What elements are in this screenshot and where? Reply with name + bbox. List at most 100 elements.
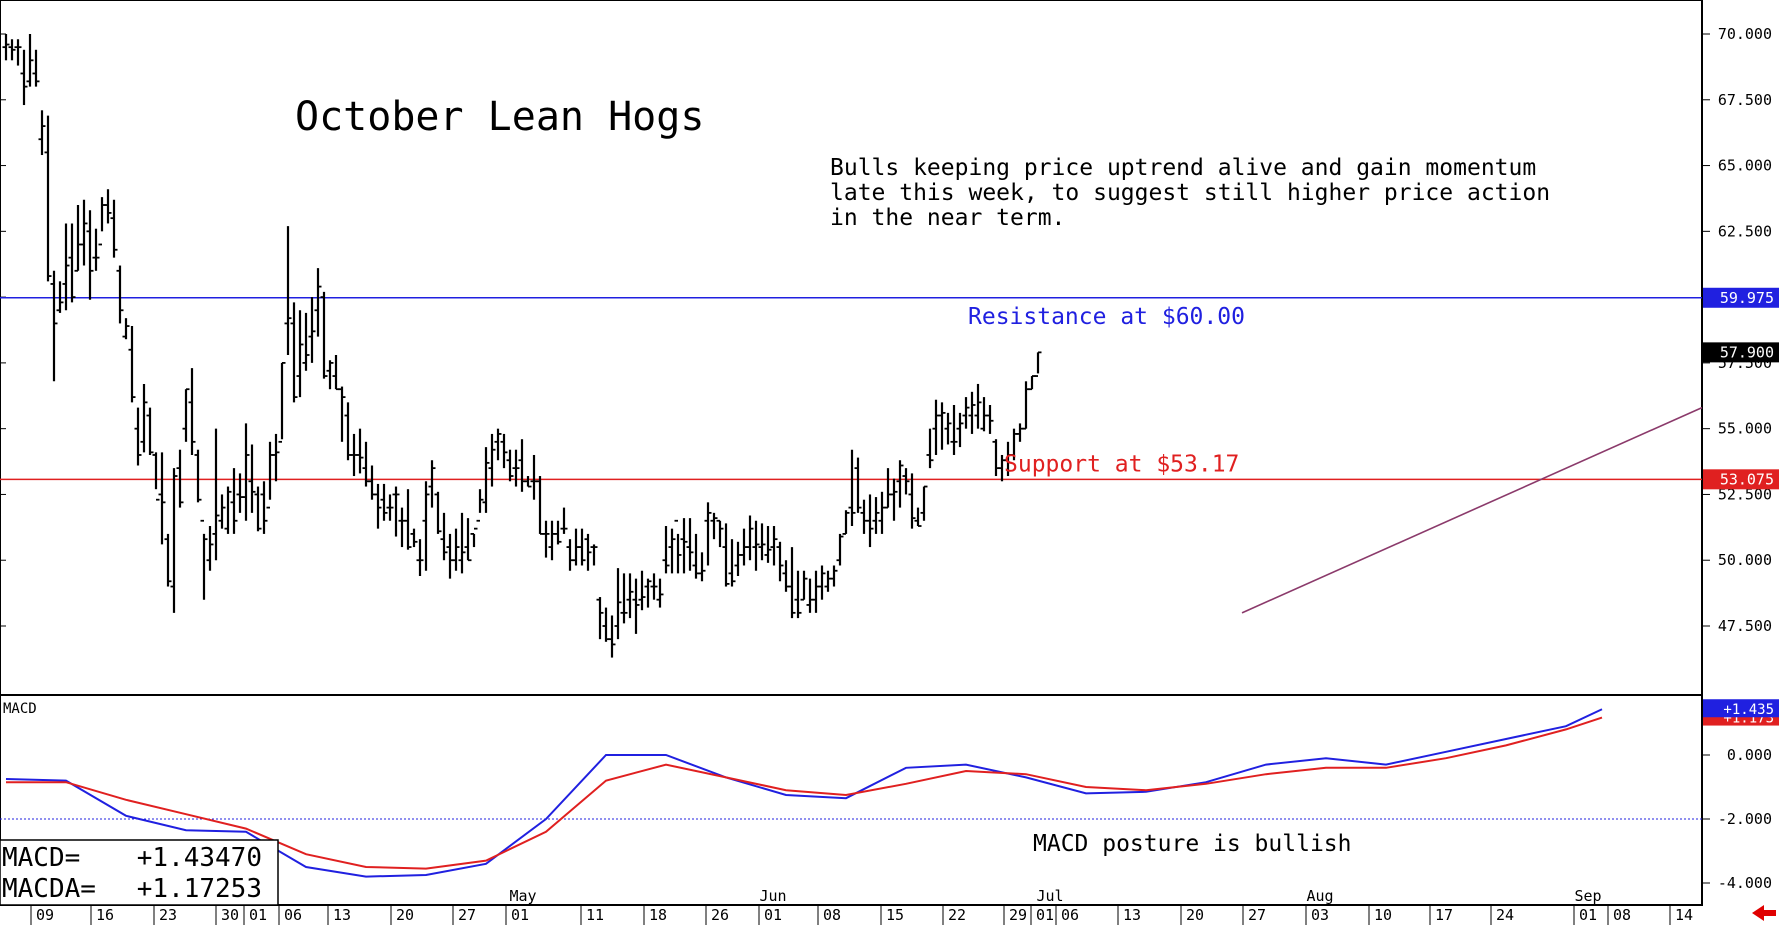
ohlc-bar: [914, 507, 922, 527]
ohlc-bar: [908, 473, 916, 529]
ohlc-bar: [494, 428, 502, 461]
ohlc-bar: [230, 468, 238, 534]
ohlc-bar: [86, 210, 94, 300]
macd-tick-label: -2.000: [1718, 810, 1772, 828]
ohlc-bar: [146, 407, 154, 455]
ohlc-bar: [506, 449, 514, 482]
x-day-label: 18: [649, 906, 667, 924]
ohlc-bar: [944, 412, 952, 445]
ohlc-bar: [578, 528, 586, 566]
ohlc-bar: [194, 449, 202, 503]
ohlc-bar: [62, 223, 70, 311]
x-day-label: 27: [458, 906, 476, 924]
ohlc-bar: [272, 433, 280, 482]
x-day-label: 20: [1186, 906, 1204, 924]
ohlc-bar: [200, 519, 208, 600]
ohlc-bar: [890, 478, 898, 521]
x-day-label: 03: [1311, 906, 1329, 924]
ohlc-bar: [728, 539, 736, 587]
price-panel-frame: [0, 0, 1703, 696]
resistance-price-tag: 59.975: [1703, 287, 1779, 308]
ohlc-bar: [554, 520, 562, 545]
ohlc-bar: [260, 481, 268, 534]
ohlc-bar: [140, 383, 148, 453]
x-month-label: Aug: [1306, 887, 1333, 905]
price-tick-label: 67.500: [1718, 91, 1772, 109]
ohlc-bar: [674, 519, 682, 574]
ohlc-bar: [752, 520, 760, 571]
ohlc-bar: [68, 223, 76, 303]
ohlc-bar: [392, 486, 400, 537]
ohlc-bar: [800, 570, 808, 601]
ohlc-bar: [482, 447, 490, 513]
ohlc-bar: [296, 310, 304, 398]
ohlc-bar: [212, 428, 220, 561]
macd-y-axis: 0.000 -2.000 -4.000: [0, 746, 1772, 892]
ohlc-bar: [1034, 351, 1042, 377]
ohlc-bar: [902, 468, 910, 495]
x-month-label: May: [509, 887, 536, 905]
x-day-label: 01: [764, 906, 782, 924]
ohlc-bar: [698, 552, 706, 582]
macd-panel-title: MACD: [3, 701, 37, 717]
macd-price-tag: +1.435: [1703, 699, 1779, 718]
ohlc-bar: [968, 391, 976, 434]
ohlc-bar: [248, 444, 256, 513]
ohlc-bar: [452, 528, 460, 571]
ohlc-bar: [848, 449, 856, 527]
x-day-label: 01: [249, 906, 267, 924]
ohlc-bar: [974, 383, 982, 429]
ohlc-bar: [440, 512, 448, 561]
x-day-label: 20: [396, 906, 414, 924]
ohlc-bar: [164, 533, 172, 587]
uptrend-line: [1241, 406, 1703, 614]
ohlc-bar: [410, 528, 418, 548]
macda-readout-value: +1.17253: [137, 874, 262, 904]
ohlc-bar: [458, 512, 466, 574]
macd-tick-label: -4.000: [1718, 874, 1772, 892]
commentary-line-2: late this week, to suggest still higher …: [830, 180, 1550, 206]
ohlc-bar: [716, 519, 724, 548]
x-day-label: 08: [823, 906, 841, 924]
x-day-label: 16: [96, 906, 114, 924]
ohlc-bar: [830, 565, 838, 587]
commentary-line-3: in the near term.: [830, 205, 1065, 231]
ohlc-bar: [254, 486, 262, 532]
x-month-label: Jun: [759, 887, 786, 905]
ohlc-bar: [596, 597, 604, 640]
x-day-label: 09: [36, 906, 54, 924]
ohlc-bar: [650, 573, 658, 600]
x-day-label: 29: [1009, 906, 1027, 924]
x-day-label: 10: [1374, 906, 1392, 924]
ohlc-bar: [128, 326, 136, 403]
ohlc-bar: [32, 49, 40, 87]
support-label: Support at $53.17: [1004, 451, 1239, 477]
x-day-label: 27: [1248, 906, 1266, 924]
ohlc-bar: [218, 494, 226, 529]
ohlc-bar: [626, 573, 634, 619]
ohlc-bar: [614, 568, 622, 640]
ohlc-bar: [308, 297, 316, 363]
x-month-label: Sep: [1574, 887, 1601, 905]
ohlc-bar: [380, 483, 388, 521]
ohlc-bar: [938, 402, 946, 450]
x-day-label: 01: [511, 906, 529, 924]
last-price-tag: 57.900: [1703, 342, 1779, 363]
x-day-label: 13: [333, 906, 351, 924]
ohlc-bar: [116, 265, 124, 324]
ohlc-bar: [842, 510, 850, 535]
ohlc-bar: [668, 528, 676, 574]
ohlc-bar: [512, 449, 520, 487]
macda-readout-label: MACDA=: [2, 874, 96, 904]
left-arrow-icon[interactable]: [1752, 905, 1776, 921]
ohlc-bar: [290, 302, 298, 403]
ohlc-bar: [44, 115, 52, 282]
ohlc-bar: [224, 486, 232, 534]
ohlc-bar: [188, 368, 196, 455]
x-day-label: 15: [886, 906, 904, 924]
svg-text:57.900: 57.900: [1720, 343, 1774, 361]
ohlc-bar: [662, 526, 670, 574]
x-day-label: 23: [159, 906, 177, 924]
ohlc-bar: [92, 228, 100, 271]
